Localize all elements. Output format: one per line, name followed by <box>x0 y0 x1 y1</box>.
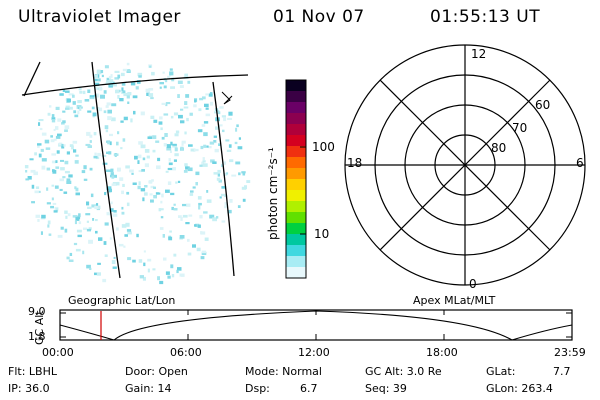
colorbar-tick-label-100: 100 <box>312 140 335 154</box>
date-label: 01 Nov 07 <box>273 7 365 27</box>
colorbar-frame <box>285 79 307 279</box>
polar-diagonal-2 <box>379 79 551 251</box>
instrument-title: Ultraviolet Imager <box>18 7 181 27</box>
mlt-label-0: 0 <box>469 277 477 291</box>
timeline-left-title: Geographic Lat/Lon <box>68 294 176 307</box>
colorbar-tick-label-10: 10 <box>314 227 330 241</box>
geo-lon-line-1 <box>91 61 121 279</box>
geo-lon-line-2 <box>212 81 235 277</box>
mlat-label-60: 60 <box>535 98 551 112</box>
altitude-curve <box>59 310 573 341</box>
timeline-xtick-1800: 18:00 <box>426 346 458 359</box>
status-seq: Seq: 39 <box>365 382 407 395</box>
mlt-label-6: 6 <box>576 156 584 170</box>
timeline-ytick-label-1.8: 1.8 <box>28 330 46 343</box>
status-ip: IP: 36.0 <box>8 382 50 395</box>
status-dsp-value: 6.7 <box>300 382 318 395</box>
mlat-label-70: 70 <box>512 121 528 135</box>
timeline-xtick-0000: 00:00 <box>42 346 74 359</box>
status-glat-label: GLat: <box>486 365 516 378</box>
status-door: Door: Open <box>125 365 188 378</box>
timeline-ytick-label-9: 9.0 <box>28 305 46 318</box>
time-label: 01:55:13 UT <box>430 7 541 27</box>
geo-lat-line <box>21 74 249 96</box>
status-glat-value: 7.7 <box>553 365 571 378</box>
timeline-xtick-1200: 12:00 <box>298 346 330 359</box>
status-gain: Gain: 14 <box>125 382 172 395</box>
timeline-xtick-0600: 06:00 <box>170 346 202 359</box>
colorbar-gradient <box>286 80 306 279</box>
geo-line-small <box>23 61 41 97</box>
uv-emission-speckles <box>24 62 251 285</box>
timeline-right-title: Apex MLat/MLT <box>413 294 496 307</box>
status-mode: Mode: Normal <box>245 365 322 378</box>
status-flt: Flt: LBHL <box>8 365 57 378</box>
status-glon: GLon: 263.4 <box>486 382 553 395</box>
mlt-label-18: 18 <box>347 156 363 170</box>
status-gc-alt: GC Alt: 3.0 Re <box>365 365 442 378</box>
status-dsp-label: Dsp: <box>245 382 270 395</box>
timeline-xtick-2359: 23:59 <box>554 346 586 359</box>
geo-limb-mark <box>221 91 233 105</box>
mlat-label-80: 80 <box>491 141 507 155</box>
mlt-label-12: 12 <box>471 47 487 61</box>
